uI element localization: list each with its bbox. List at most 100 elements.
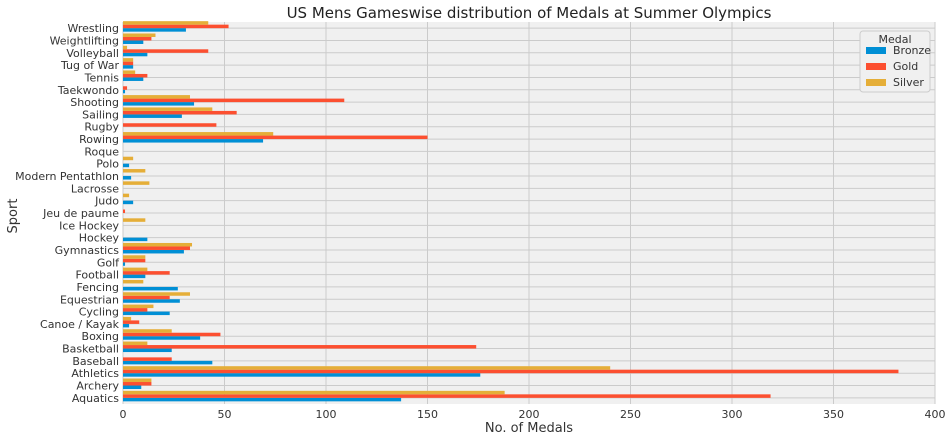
bar-bronze-shooting (123, 102, 195, 106)
y-tick-label: Ice Hockey (59, 219, 119, 232)
bar-bronze-hockey (123, 237, 148, 242)
bar-gold-shooting (123, 98, 345, 103)
bar-bronze-cycling (123, 311, 170, 316)
y-tick-label: Cycling (79, 306, 119, 319)
bar-gold-tug-of-war (123, 61, 134, 66)
y-tick-label: Sailing (82, 108, 119, 121)
bar-bronze-tennis (123, 77, 144, 81)
y-tick-label: Modern Pentathlon (15, 170, 119, 183)
y-axis-ticks: AquaticsArcheryAthleticsBaseballBasketba… (15, 22, 120, 405)
legend-box (859, 30, 931, 93)
bar-silver-equestrian (123, 292, 190, 296)
legend-label-bronze: Bronze (893, 44, 931, 57)
y-tick-label: Rowing (79, 133, 119, 146)
bar-bronze-golf (123, 262, 126, 266)
bar-silver-gymnastics (123, 242, 193, 247)
bar-silver-golf (123, 255, 146, 259)
bar-bronze-polo (123, 163, 130, 168)
x-tick-label: 400 (925, 408, 946, 421)
legend: Medal Bronze Gold Silver (859, 30, 931, 93)
legend-swatch-bronze (866, 47, 886, 54)
x-tick-label: 300 (722, 408, 743, 421)
bar-bronze-aquatics (123, 397, 402, 402)
bar-bronze-basketball (123, 348, 172, 353)
bar-gold-rugby (123, 123, 217, 127)
y-tick-label: Equestrian (60, 293, 119, 306)
bar-gold-jeu-de-paume (123, 209, 126, 213)
x-tick-label: 150 (417, 408, 438, 421)
y-tick-label: Golf (97, 256, 120, 269)
bar-silver-tennis (123, 70, 136, 74)
bar-bronze-sailing (123, 114, 182, 118)
y-tick-label: Polo (96, 158, 119, 171)
y-tick-label: Gymnastics (55, 244, 120, 257)
bar-bronze-football (123, 274, 146, 279)
y-tick-label: Boxing (82, 330, 119, 343)
x-tick-label: 350 (823, 408, 844, 421)
bar-silver-wrestling (123, 21, 209, 25)
y-tick-label: Baseball (72, 355, 119, 368)
x-tick-label: 100 (316, 408, 337, 421)
bar-silver-volleyball (123, 45, 128, 50)
bar-silver-ice-hockey (123, 218, 146, 222)
bar-gold-gymnastics (123, 246, 190, 250)
y-tick-label: Basketball (62, 343, 119, 356)
bar-silver-polo (123, 156, 134, 161)
bar-gold-canoe-kayak (123, 320, 140, 324)
y-tick-label: Tennis (84, 71, 120, 84)
bar-gold-volleyball (123, 49, 209, 53)
legend-label-gold: Gold (893, 60, 918, 73)
y-tick-label: Football (75, 269, 119, 282)
bar-gold-golf (123, 258, 146, 263)
bar-silver-judo (123, 193, 130, 198)
y-tick-label: Canoe / Kayak (40, 318, 120, 331)
bar-gold-boxing (123, 332, 221, 337)
legend-swatch-silver (866, 79, 886, 86)
y-tick-label: Taekwondo (57, 84, 119, 97)
bar-silver-weightlifting (123, 33, 156, 37)
bar-bronze-judo (123, 200, 134, 205)
bar-silver-fencing (123, 279, 144, 284)
bar-gold-weightlifting (123, 36, 152, 41)
legend-title: Medal (878, 33, 911, 46)
y-tick-label: Lacrosse (71, 182, 119, 195)
y-tick-label: Wrestling (67, 22, 119, 35)
bar-bronze-tug-of-war (123, 65, 134, 69)
bar-bronze-rowing (123, 139, 264, 143)
bar-silver-athletics (123, 366, 611, 370)
bar-gold-equestrian (123, 295, 170, 300)
bar-silver-rowing (123, 132, 274, 136)
legend-swatch-gold (866, 63, 886, 70)
x-tick-label: 250 (620, 408, 641, 421)
y-tick-label: Rugby (84, 121, 119, 134)
y-tick-label: Shooting (70, 96, 119, 109)
bar-gold-rowing (123, 135, 428, 140)
bar-gold-football (123, 271, 170, 275)
bar-bronze-canoe-kayak (123, 323, 130, 328)
bar-silver-shooting (123, 95, 190, 99)
bar-bronze-athletics (123, 373, 481, 377)
bar-silver-modern-pentathlon (123, 169, 146, 173)
y-tick-label: Tug of War (60, 59, 120, 72)
bar-gold-athletics (123, 369, 899, 374)
x-tick-label: 50 (218, 408, 232, 421)
bar-gold-archery (123, 382, 152, 386)
bar-bronze-gymnastics (123, 249, 184, 254)
y-tick-label: Aquatics (72, 392, 119, 405)
bar-bronze-wrestling (123, 28, 186, 32)
bar-bronze-baseball (123, 360, 213, 365)
bar-bronze-boxing (123, 336, 201, 340)
chart-title: US Mens Gameswise distribution of Medals… (287, 4, 772, 22)
bar-bronze-modern-pentathlon (123, 176, 132, 180)
bar-bronze-fencing (123, 286, 178, 291)
bar-gold-wrestling (123, 24, 229, 29)
bar-silver-football (123, 267, 148, 272)
bars (123, 21, 899, 402)
legend-items: Bronze Gold Silver (866, 44, 931, 89)
y-tick-label: Archery (76, 380, 119, 393)
y-tick-label: Jeu de paume (42, 207, 119, 220)
y-tick-label: Athletics (71, 367, 119, 380)
y-tick-label: Weightlifting (50, 34, 119, 47)
y-tick-label: Hockey (79, 232, 120, 245)
